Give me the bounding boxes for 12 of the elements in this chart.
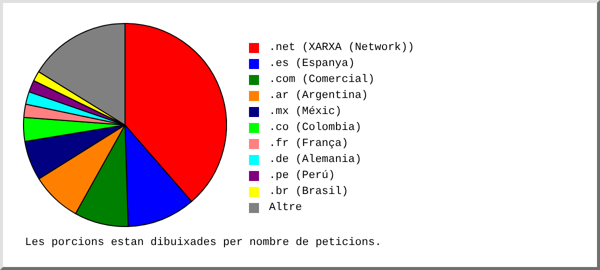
legend-label: .ar (Argentina)	[269, 90, 368, 102]
legend-label: .pe (Perú)	[269, 170, 336, 182]
legend-label: .br (Brasil)	[269, 186, 348, 198]
text: Les porcions estan dibuixades per nombre de peticions.	[25, 237, 382, 249]
legend-label: .co (Colombia)	[269, 122, 362, 134]
legend-label: .mx (Méxic)	[269, 106, 342, 118]
legend-label: Altre	[269, 202, 302, 214]
legend-label: .net (XARXA (Network))	[269, 42, 414, 54]
legend-label: .es (Espanya)	[269, 58, 355, 70]
legend-label: .fr (França)	[269, 138, 348, 150]
legend-label: .com (Comercial)	[269, 74, 375, 86]
legend-label: .de (Alemania)	[269, 154, 362, 166]
